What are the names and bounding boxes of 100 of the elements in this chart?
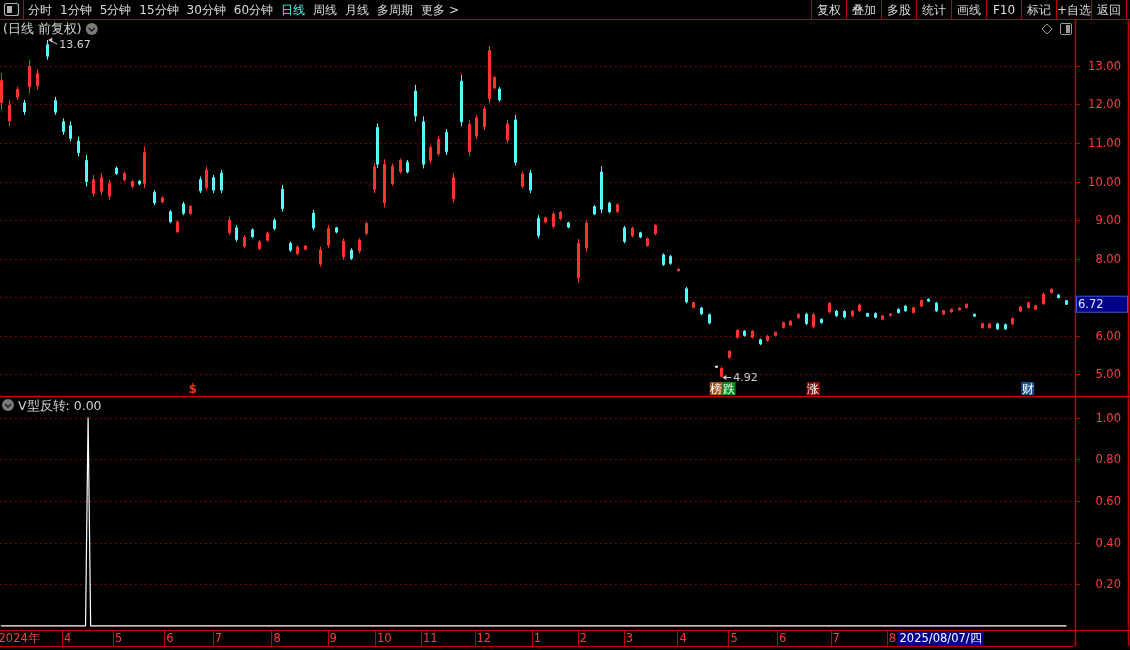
candlestick bbox=[475, 114, 478, 140]
y-tick-label: 9.00 bbox=[1095, 213, 1121, 228]
x-tick-label: 6 bbox=[778, 631, 787, 645]
candlestick bbox=[100, 172, 103, 196]
candlestick bbox=[662, 252, 665, 267]
candlestick bbox=[169, 209, 172, 224]
candlestick bbox=[1011, 316, 1014, 326]
candlestick bbox=[820, 317, 823, 324]
candlestick bbox=[789, 319, 792, 327]
candlestick bbox=[567, 221, 570, 229]
chart-title: (日线 前复权) bbox=[3, 21, 82, 36]
y-tick-label: 12.00 bbox=[1088, 97, 1121, 112]
candlestick bbox=[483, 105, 486, 131]
candlestick bbox=[1065, 299, 1068, 306]
candlestick bbox=[498, 86, 501, 103]
candlestick bbox=[85, 154, 88, 188]
candlestick bbox=[1004, 323, 1007, 331]
candlestick bbox=[289, 241, 292, 253]
y-tick-label: 10.00 bbox=[1088, 174, 1121, 189]
candlestick bbox=[92, 174, 95, 198]
x-tick-label: 4 bbox=[64, 631, 72, 645]
candlestick bbox=[176, 219, 179, 234]
candlestick bbox=[304, 244, 307, 251]
candlestick bbox=[1027, 301, 1030, 309]
candlestick bbox=[358, 237, 361, 254]
y-tick-label: 6.00 bbox=[1095, 328, 1121, 343]
candlestick bbox=[69, 120, 72, 142]
x-tick-label: 10 bbox=[376, 631, 392, 645]
candlestick bbox=[373, 162, 376, 194]
candlestick bbox=[654, 223, 657, 236]
candlestick bbox=[493, 75, 496, 90]
x-tick-label: 12 bbox=[476, 631, 492, 645]
candlestick bbox=[708, 312, 711, 325]
candlestick bbox=[881, 314, 884, 321]
candlestick bbox=[335, 226, 338, 234]
candlestick bbox=[996, 322, 999, 331]
candlestick bbox=[506, 119, 509, 144]
candlestick bbox=[669, 254, 672, 266]
x-tick-label: 2 bbox=[579, 631, 588, 645]
candlestick bbox=[28, 59, 31, 94]
candlestick bbox=[623, 225, 626, 244]
candlestick bbox=[108, 179, 111, 201]
candlestick bbox=[751, 329, 754, 340]
candlestick bbox=[766, 334, 769, 343]
candlestick bbox=[715, 365, 718, 368]
candlestick bbox=[296, 244, 299, 256]
chart-title: V型反转: 0.00 bbox=[18, 398, 102, 413]
candlestick bbox=[973, 312, 976, 318]
candlestick bbox=[205, 166, 208, 191]
candlestick bbox=[912, 306, 915, 314]
candlestick bbox=[23, 99, 26, 116]
candlestick bbox=[958, 306, 961, 312]
candlestick bbox=[927, 297, 930, 303]
candlestick bbox=[414, 84, 417, 122]
candlestick bbox=[639, 231, 642, 239]
candlestick bbox=[327, 224, 330, 249]
candlestick bbox=[782, 321, 785, 330]
candlestick bbox=[266, 231, 269, 243]
candlestick bbox=[843, 309, 846, 319]
x-tick-label: 9 bbox=[329, 631, 337, 645]
candlestick bbox=[243, 234, 246, 249]
candlestick bbox=[1019, 305, 1022, 313]
y-tick-label: 0.80 bbox=[1095, 452, 1121, 467]
x-tick-label: 7 bbox=[832, 631, 840, 645]
x-tick-label: 11 bbox=[422, 631, 438, 645]
x-tick-label: 1 bbox=[533, 631, 542, 645]
candlestick bbox=[521, 171, 524, 189]
candlestick bbox=[319, 246, 322, 268]
candlestick bbox=[759, 338, 762, 346]
candlestick bbox=[36, 69, 39, 91]
candlestick bbox=[950, 307, 953, 314]
candlestick bbox=[77, 135, 80, 158]
candlestick bbox=[552, 211, 555, 229]
event-marker: 财 bbox=[1021, 382, 1035, 396]
candlestick bbox=[692, 301, 695, 309]
candlestick bbox=[199, 176, 202, 194]
annotation: 4.92 bbox=[733, 371, 758, 385]
candlestick bbox=[251, 227, 254, 239]
candlestick bbox=[736, 328, 739, 340]
candlestick bbox=[399, 157, 402, 174]
candlestick bbox=[889, 312, 892, 317]
candlestick bbox=[935, 301, 938, 313]
toolbar: 分时 1分钟 5分钟 15分钟 30分钟 60分钟 日线 周线 月线 多周期 更多 > 复权 叠加 多股 统计 画线 F10 标记 +自选 返回 bbox=[28, 0, 1127, 20]
candlestick bbox=[866, 312, 869, 318]
candlestick bbox=[577, 238, 580, 284]
candlestick bbox=[153, 189, 156, 206]
y-tick-label: 0.40 bbox=[1095, 535, 1121, 550]
candlestick bbox=[812, 312, 815, 330]
candlestick bbox=[858, 302, 861, 313]
y-tick-label: 8.00 bbox=[1095, 251, 1121, 266]
candlestick bbox=[273, 217, 276, 231]
x-tick-label: 5 bbox=[115, 631, 123, 645]
candlestick bbox=[1034, 304, 1037, 311]
candlestick bbox=[62, 117, 65, 136]
candlestick bbox=[143, 145, 146, 189]
candlestick bbox=[189, 204, 192, 216]
candlestick bbox=[115, 166, 118, 176]
candlestick bbox=[54, 96, 57, 116]
candlestick bbox=[161, 196, 164, 204]
candlestick bbox=[342, 237, 345, 261]
